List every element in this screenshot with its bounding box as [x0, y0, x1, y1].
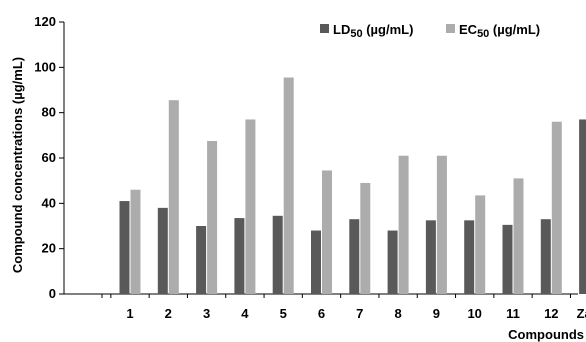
bar-ec50-9 [436, 155, 447, 294]
x-category-label: 2 [165, 306, 172, 321]
legend-label-ld50: LD50 (µg/mL) [333, 22, 413, 40]
x-category-label: Zana. [577, 306, 586, 321]
bar-ec50-8 [398, 155, 409, 294]
x-category-label: 5 [280, 306, 287, 321]
y-tick-label: 0 [49, 286, 56, 301]
bar-ld50-6 [311, 230, 321, 294]
bar-ld50-Zana [579, 119, 586, 294]
x-category-label: 1 [126, 306, 133, 321]
x-category-label: 12 [544, 306, 558, 321]
bar-ld50-5 [272, 215, 283, 294]
y-tick-label: 40 [42, 195, 56, 210]
x-category-label: 11 [506, 306, 520, 321]
bar-ec50-4 [245, 119, 256, 294]
bar-ld50-10 [464, 220, 475, 294]
x-category-label: 7 [356, 306, 363, 321]
x-category-label: 3 [203, 306, 210, 321]
x-category-label: 10 [467, 306, 481, 321]
bar-ld50-8 [387, 230, 398, 294]
bar-ld50-2 [157, 207, 168, 294]
bar-ld50-7 [349, 219, 360, 294]
bar-ec50-12 [551, 121, 562, 294]
chart-bars [119, 77, 586, 295]
y-tick-label: 60 [42, 150, 56, 165]
bar-ld50-9 [425, 220, 436, 294]
chart-legend: LD50 (µg/mL) EC50 (µg/mL) [320, 22, 540, 40]
x-axis-label: Compounds [508, 327, 584, 342]
bar-ld50-12 [540, 219, 551, 294]
x-category-label: 4 [241, 306, 249, 321]
x-category-label: 6 [318, 306, 325, 321]
bar-ld50-4 [234, 218, 245, 294]
bar-ld50-3 [196, 226, 207, 294]
bar-ec50-1 [130, 189, 141, 294]
y-tick-label: 120 [34, 14, 56, 29]
bar-ec50-2 [168, 100, 179, 294]
x-category-label: 9 [433, 306, 440, 321]
chart-ticks: 020406080100120123456789101112Zana. [34, 14, 586, 321]
bar-ld50-11 [502, 224, 513, 294]
x-category-label: 8 [394, 306, 401, 321]
bar-ec50-6 [322, 170, 332, 294]
y-tick-label: 20 [42, 241, 56, 256]
bar-ec50-11 [513, 178, 524, 294]
legend-swatch-ec50 [446, 24, 455, 33]
y-tick-label: 100 [34, 59, 56, 74]
y-tick-label: 80 [42, 105, 56, 120]
bar-ec50-5 [283, 77, 294, 295]
bar-ec50-7 [360, 182, 371, 294]
bar-ec50-3 [207, 141, 218, 294]
bar-ld50-1 [119, 201, 130, 294]
legend-label-ec50: EC50 (µg/mL) [459, 22, 540, 40]
y-axis-label: Compound concentrations (µg/mL) [10, 57, 25, 273]
bar-ec50-10 [475, 195, 486, 294]
legend-swatch-ld50 [320, 24, 329, 33]
